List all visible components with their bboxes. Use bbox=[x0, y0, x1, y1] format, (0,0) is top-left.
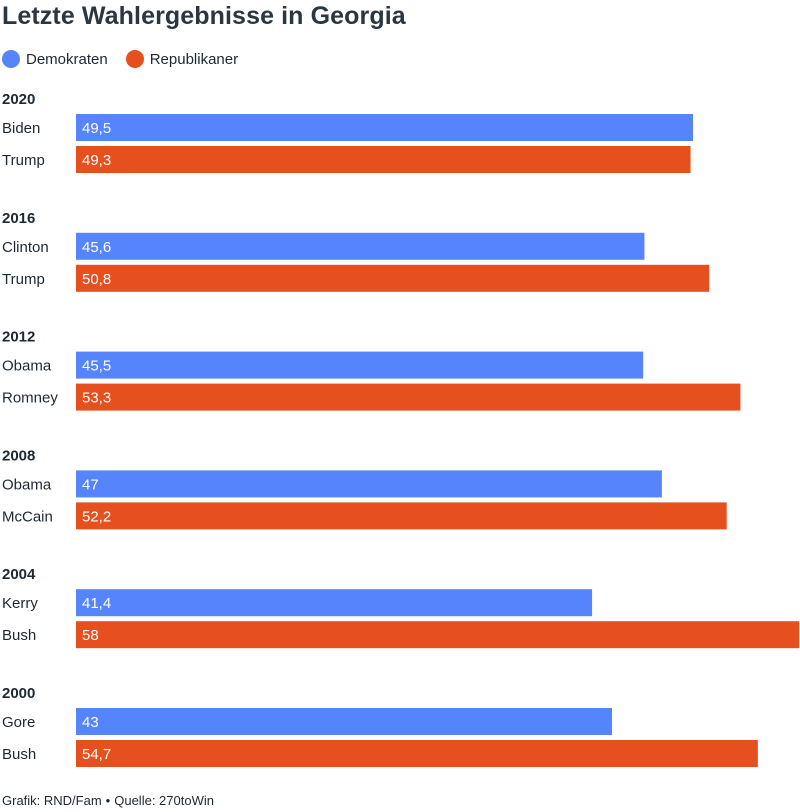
bar-democrats bbox=[76, 232, 645, 260]
legend-label-democrats: Demokraten bbox=[26, 50, 108, 68]
bar-value-label: 45,6 bbox=[82, 239, 111, 256]
candidate-label: Clinton bbox=[2, 239, 49, 256]
year-label: 2020 bbox=[2, 91, 35, 108]
legend-item-republicans: Republikaner bbox=[125, 50, 239, 68]
bar-value-label: 47 bbox=[82, 476, 99, 493]
bar-value-label: 50,8 bbox=[82, 271, 111, 288]
bar-chart: 2020 Biden 49,5 Trump 49,3 2016 Clinton 45,6 Tru… bbox=[2, 91, 799, 767]
bar-value-label: 58 bbox=[82, 627, 99, 644]
bar-republicans bbox=[76, 146, 691, 173]
bar-value-label: 41,4 bbox=[82, 595, 111, 612]
footer-separator: • bbox=[105, 793, 111, 808]
candidate-label: Romney bbox=[2, 390, 58, 407]
bar-value-label: 45,5 bbox=[82, 358, 111, 375]
legend-swatch-republicans bbox=[125, 50, 144, 68]
candidate-label: Kerry bbox=[2, 595, 38, 612]
bar-republicans bbox=[76, 740, 758, 767]
candidate-label: Obama bbox=[2, 476, 52, 493]
candidate-label: Bush bbox=[2, 746, 36, 763]
chart-title: Letzte Wahlergebnisse in Georgia bbox=[2, 2, 406, 30]
candidate-label: Trump bbox=[2, 271, 45, 288]
legend-label-republicans: Republikaner bbox=[149, 50, 239, 68]
legend-item-democrats: Demokraten bbox=[2, 50, 108, 68]
bar-value-label: 54,7 bbox=[82, 746, 111, 763]
year-label: 2004 bbox=[2, 566, 36, 583]
chart-footer: Grafik: RND/Fam • Quelle: 270toWin bbox=[2, 793, 214, 808]
legend-swatch-democrats bbox=[2, 50, 20, 68]
bar-democrats bbox=[76, 351, 644, 379]
footer-credit: Grafik: RND/Fam bbox=[2, 793, 102, 808]
year-label: 2016 bbox=[2, 210, 35, 227]
bar-democrats bbox=[76, 114, 694, 141]
candidate-label: Obama bbox=[2, 358, 52, 375]
bar-republicans bbox=[76, 502, 727, 530]
footer-source: Quelle: 270toWin bbox=[114, 793, 214, 808]
year-label: 2000 bbox=[2, 685, 35, 702]
bar-democrats bbox=[76, 589, 593, 617]
candidate-label: Bush bbox=[2, 627, 36, 644]
candidate-label: Gore bbox=[2, 714, 35, 731]
bar-republicans bbox=[76, 621, 799, 649]
year-label: 2012 bbox=[2, 329, 35, 346]
year-label: 2008 bbox=[2, 447, 35, 464]
bar-value-label: 49,3 bbox=[82, 152, 111, 169]
candidate-label: Trump bbox=[2, 152, 45, 169]
candidate-label: McCain bbox=[2, 508, 53, 525]
bar-value-label: 43 bbox=[82, 714, 99, 731]
bar-value-label: 53,3 bbox=[82, 390, 111, 407]
candidate-label: Biden bbox=[2, 120, 40, 137]
bar-republicans bbox=[76, 264, 710, 292]
chart-legend: Demokraten Republikaner bbox=[2, 50, 256, 68]
bar-democrats bbox=[76, 708, 613, 735]
bar-value-label: 49,5 bbox=[82, 120, 111, 137]
bar-value-label: 52,2 bbox=[82, 508, 111, 525]
bar-democrats bbox=[76, 470, 662, 498]
bar-republicans bbox=[76, 383, 741, 411]
